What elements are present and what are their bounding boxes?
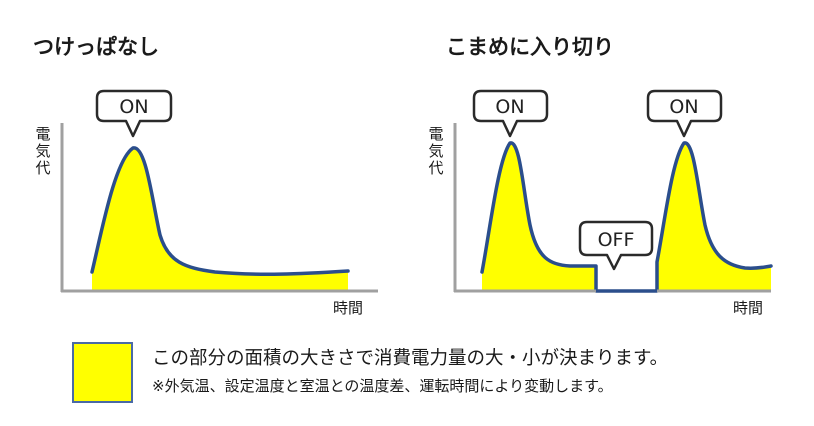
on-bubble-right-2: ON — [646, 89, 723, 138]
area-fill-right-1 — [482, 142, 596, 291]
on-label-left: ON — [119, 96, 148, 118]
legend-swatch-area — [72, 342, 133, 403]
legend-note-text: ※外気温、設定温度と室温との温度差、運転時間により変動します。 — [152, 377, 613, 395]
x-axis-label-left: 時間 — [333, 299, 364, 317]
chart-always-on: ON — [60, 89, 378, 293]
curve-left — [90, 146, 350, 276]
area-fill-right-2 — [657, 142, 771, 291]
on-label-right-2: ON — [669, 96, 698, 118]
y-axis-label-right: 電気代 — [428, 125, 444, 177]
x-axis-label-right: 時間 — [733, 299, 764, 317]
area-fill-left — [92, 147, 348, 291]
curve-right — [480, 141, 773, 293]
on-bubble-right-1: ON — [472, 89, 549, 138]
chart-switching: ON OFF ON — [453, 89, 773, 293]
on-bubble-left: ON — [95, 89, 173, 138]
y-axis-label-left: 電気代 — [35, 125, 51, 177]
off-label: OFF — [598, 229, 635, 251]
panel-title-switching: こまめに入り切り — [446, 35, 614, 59]
legend-main-text: この部分の面積の大きさで消費電力量の大・小が決まります。 — [152, 348, 669, 369]
panel-title-always-on: つけっぱなし — [33, 35, 159, 59]
on-label-right-1: ON — [495, 96, 524, 118]
off-bubble: OFF — [578, 220, 654, 271]
